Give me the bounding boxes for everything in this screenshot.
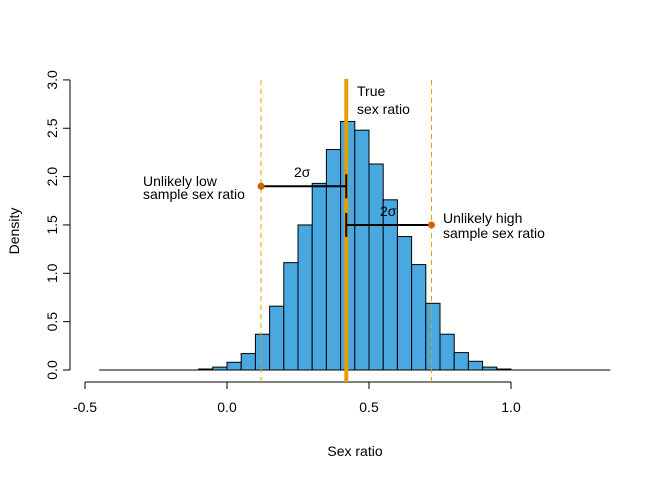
x-tick-label-0: -0.5: [73, 399, 97, 415]
y-tick-label-2: 1.0: [44, 263, 60, 283]
y-tick-label-5: 2.5: [44, 118, 60, 138]
x-axis-title: Sex ratio: [327, 443, 382, 459]
y-axis: 0.0 0.5 1.0 1.5 2.0 2.5 3.0: [44, 70, 71, 380]
histogram-bar-12: [368, 163, 384, 371]
histogram-bar-7: [297, 224, 313, 371]
y-tick-label-4: 2.0: [44, 167, 60, 187]
histogram-bars: [198, 120, 512, 371]
histogram-bar-17: [439, 333, 455, 371]
x-tick-label-3: 1.0: [501, 399, 521, 415]
x-axis: -0.5 0.0 0.5 1.0: [73, 381, 521, 415]
low-sample-point: [257, 182, 265, 190]
histogram-bar-5: [269, 305, 285, 371]
histogram-bar-16: [425, 302, 441, 371]
y-axis-title: Density: [6, 208, 22, 255]
y-tick-label-1: 0.5: [44, 312, 60, 332]
histogram-bar-15: [411, 264, 427, 371]
y-tick-label-0: 0.0: [44, 360, 60, 380]
low-sample-label-line2: sample sex ratio: [143, 186, 245, 202]
high-sample-label-line2: sample sex ratio: [443, 225, 545, 241]
true-ratio-label-line1: True: [357, 83, 385, 99]
histogram-bar-11: [354, 129, 370, 371]
histogram-bar-2: [226, 361, 242, 371]
histogram-bar-9: [325, 149, 342, 371]
low-interval-label: 2σ: [294, 164, 311, 180]
histogram-bar-8: [311, 182, 327, 371]
true-ratio-label-line2: sex ratio: [357, 101, 410, 117]
histogram-bar-6: [283, 262, 299, 371]
histogram-bar-3: [240, 353, 256, 371]
y-tick-label-3: 1.5: [44, 215, 60, 235]
histogram-bar-4: [254, 333, 271, 371]
histogram-bar-19: [467, 360, 484, 371]
low-sample-label-line1: Unlikely low: [143, 173, 218, 189]
y-tick-label-6: 3.0: [44, 70, 60, 90]
x-tick-label-1: 0.0: [217, 399, 237, 415]
x-tick-label-2: 0.5: [359, 399, 379, 415]
histogram-bar-18: [453, 352, 469, 371]
high-interval-label: 2σ: [380, 203, 397, 219]
high-sample-point: [427, 221, 435, 229]
high-sample-label-line1: Unlikely high: [443, 210, 522, 226]
histogram-bar-14: [396, 236, 413, 371]
